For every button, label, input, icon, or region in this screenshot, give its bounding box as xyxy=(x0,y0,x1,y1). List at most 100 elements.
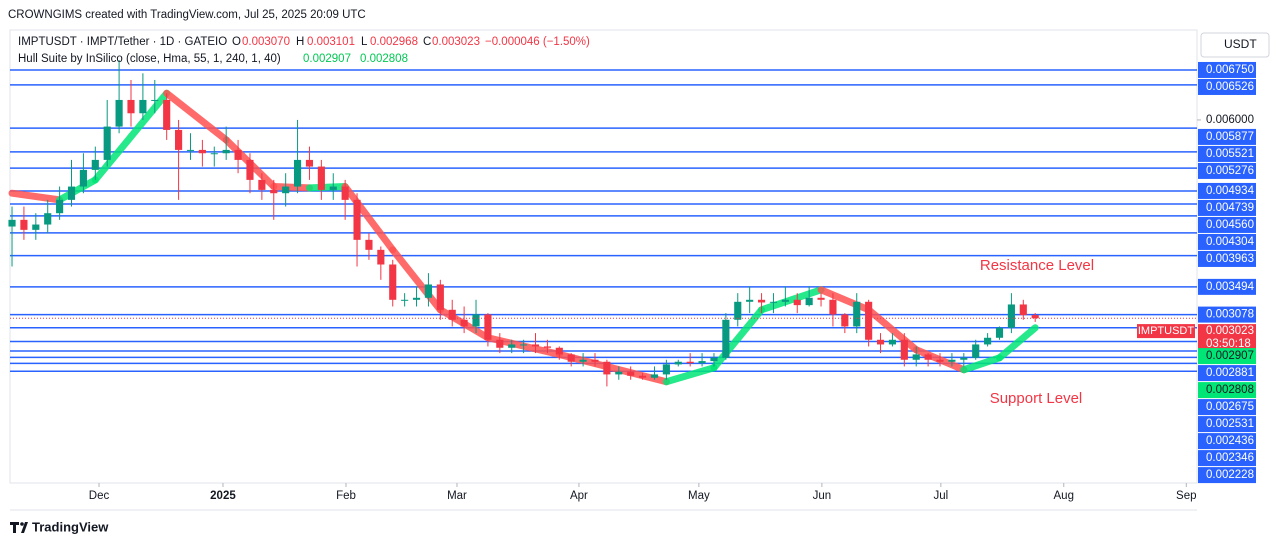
x-tick-label: Jul xyxy=(933,490,948,502)
candle-body xyxy=(496,339,504,348)
hull-band xyxy=(56,176,99,204)
candle-body xyxy=(389,264,397,300)
candle-body xyxy=(876,339,885,345)
level-label: 0.005276 xyxy=(1206,165,1254,177)
hull-band xyxy=(662,364,718,386)
x-tick-label: Sep xyxy=(1176,490,1196,502)
candle-body xyxy=(520,344,528,346)
level-label: 0.002675 xyxy=(1206,401,1254,413)
indicator-name: Hull Suite by InSilico (close, Hma, 55, … xyxy=(18,53,281,65)
candle-body xyxy=(567,354,575,362)
hull-label: 0.002907 xyxy=(1206,350,1254,362)
level-badge xyxy=(1198,216,1256,233)
candle-body xyxy=(246,159,254,180)
candle-body xyxy=(56,199,64,214)
level-badge xyxy=(1198,399,1256,416)
level-badge xyxy=(1198,306,1256,323)
x-tick-label: Dec xyxy=(89,490,110,502)
candle-body xyxy=(853,301,861,327)
candle-body xyxy=(365,239,373,250)
candle-body xyxy=(79,169,87,187)
credit: CROWNGIMS created with TradingView.com, … xyxy=(8,9,366,21)
candle-body xyxy=(424,284,432,298)
candle-body xyxy=(900,339,908,360)
x-tick-label: Jun xyxy=(813,490,832,502)
candle-body xyxy=(103,126,111,160)
candle-body xyxy=(377,249,385,265)
ohlc-key: L xyxy=(361,36,368,48)
candle-body xyxy=(305,159,314,167)
x-tick-label: Mar xyxy=(447,490,467,502)
brand: TradingView xyxy=(32,519,109,534)
candle-body xyxy=(805,297,813,306)
level-badge xyxy=(1198,128,1256,145)
hull-band xyxy=(163,89,230,144)
candle-body xyxy=(353,199,361,240)
candle-body xyxy=(769,301,778,303)
annotation: Support Level xyxy=(990,390,1083,407)
candle-body xyxy=(555,347,563,355)
hull-band xyxy=(270,183,313,192)
currency: USDT xyxy=(1224,37,1257,51)
candle-body xyxy=(936,359,944,362)
candle-body xyxy=(531,344,540,347)
candle-body xyxy=(972,344,980,358)
y-tick-label: 0.006000 xyxy=(1206,114,1254,126)
symbol-title: IMPTUSDT · IMPT/Tether · 1D · GATEIO xyxy=(18,36,227,48)
candle-body xyxy=(662,364,670,375)
change: −0.000046 (−1.50%) xyxy=(485,36,590,48)
candle-body xyxy=(948,359,956,362)
candle-body xyxy=(484,314,492,340)
candle-body xyxy=(401,299,409,301)
candle-body xyxy=(115,99,123,127)
level-badge xyxy=(1198,199,1256,216)
candle-body xyxy=(579,359,587,362)
candle-body xyxy=(222,149,230,154)
level-badge xyxy=(1198,233,1256,250)
x-tick-label: Feb xyxy=(336,490,356,502)
annotation: Resistance Level xyxy=(980,257,1094,274)
hull-band xyxy=(817,286,873,314)
candle-body xyxy=(91,159,99,170)
level-label: 0.005877 xyxy=(1206,131,1254,143)
hull-badge xyxy=(1198,382,1256,399)
level-label: 0.003494 xyxy=(1206,281,1255,293)
candle-body xyxy=(258,179,266,190)
candle-body xyxy=(44,213,52,225)
candle-body xyxy=(32,224,40,230)
candle-body xyxy=(175,129,183,150)
level-label: 0.004739 xyxy=(1206,202,1254,214)
hull-band xyxy=(960,354,1004,374)
candle-body xyxy=(127,99,135,114)
candle-body xyxy=(329,186,337,190)
hull-band xyxy=(305,183,349,192)
candle-body xyxy=(508,344,516,348)
level-label: 0.003963 xyxy=(1206,253,1254,265)
level-label: 0.006526 xyxy=(1206,81,1254,93)
candle-body xyxy=(139,99,147,114)
hull-band xyxy=(341,183,397,254)
level-badge xyxy=(1198,145,1256,162)
hull-badge xyxy=(1198,348,1256,365)
candle-body xyxy=(20,219,28,230)
candle-body xyxy=(448,309,456,320)
level-badge xyxy=(1198,416,1256,433)
candle-body xyxy=(722,319,730,358)
level-label: 0.003078 xyxy=(1206,309,1254,321)
candle-body xyxy=(210,153,218,155)
candle-body xyxy=(865,301,873,340)
level-badge xyxy=(1198,250,1256,267)
level-label: 0.002346 xyxy=(1206,452,1254,464)
candle-body xyxy=(591,359,599,362)
candle-body xyxy=(781,299,789,302)
level-label: 0.004934 xyxy=(1206,185,1255,197)
candle-body xyxy=(67,186,76,200)
ohlc-value: 0.003070 xyxy=(242,36,290,48)
legend: IMPTUSDT · IMPT/Tether · 1D · GATEIO O 0… xyxy=(18,36,590,65)
level-label: 0.002881 xyxy=(1206,367,1254,379)
candle-body xyxy=(924,354,932,360)
candle-body xyxy=(472,314,480,327)
currency-box[interactable] xyxy=(1200,32,1270,58)
symbol-label: IMPTUSDT xyxy=(1138,325,1195,337)
level-label: 0.005521 xyxy=(1206,148,1254,160)
